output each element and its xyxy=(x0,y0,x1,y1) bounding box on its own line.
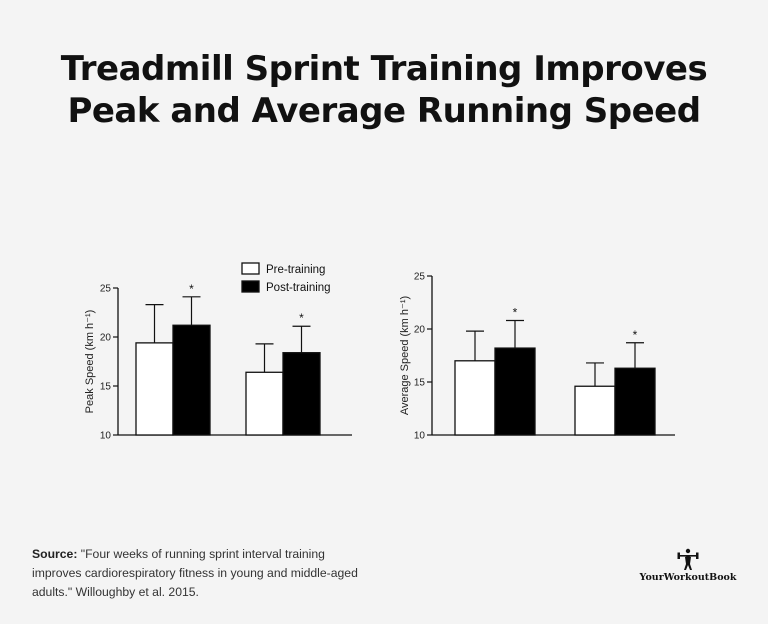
legend-label: Post-training xyxy=(266,282,331,294)
y-tick-label: 20 xyxy=(414,325,426,336)
y-tick-label: 10 xyxy=(414,431,426,442)
bar xyxy=(135,342,174,436)
y-tick-label: 25 xyxy=(414,272,426,283)
brand-name: YourWorkoutBook xyxy=(639,572,737,583)
lifter-logo-icon xyxy=(677,548,699,570)
significance-marker: * xyxy=(633,328,638,342)
y-tick-label: 10 xyxy=(100,431,112,442)
y-axis-label: Average Speed (km h⁻¹) xyxy=(399,296,411,415)
bar xyxy=(574,385,616,436)
legend: Pre-training Post-training xyxy=(241,262,331,294)
y-axis-label: Peak Speed (km h⁻¹) xyxy=(84,310,96,414)
brand: YourWorkoutBook xyxy=(632,548,744,588)
chart-1: 10 15 20 25 Peak Speed (km h⁻¹) * * xyxy=(84,282,352,442)
page-title: Treadmill Sprint Training Improves Peak … xyxy=(60,49,708,131)
significance-marker: * xyxy=(299,311,304,325)
chart-2: 10 15 20 25 Average Speed (km h⁻¹) * * xyxy=(399,272,675,442)
source-text: "Four weeks of running sprint interval t… xyxy=(32,547,358,599)
bar xyxy=(454,360,496,436)
bar xyxy=(494,347,536,436)
source-citation: Source: "Four weeks of running sprint in… xyxy=(32,545,362,602)
y-tick-label: 25 xyxy=(100,284,112,295)
legend-label: Pre-training xyxy=(266,264,325,276)
y-tick-label: 20 xyxy=(100,333,112,344)
y-tick-label: 15 xyxy=(414,378,426,389)
significance-marker: * xyxy=(189,282,194,296)
bar xyxy=(245,371,284,436)
y-tick-label: 15 xyxy=(100,382,112,393)
legend-swatch xyxy=(241,280,260,293)
significance-marker: * xyxy=(513,306,518,320)
bar xyxy=(282,352,321,436)
legend-swatch xyxy=(241,262,260,275)
bar xyxy=(614,367,656,436)
bar xyxy=(172,324,211,436)
source-label: Source: xyxy=(32,547,78,561)
